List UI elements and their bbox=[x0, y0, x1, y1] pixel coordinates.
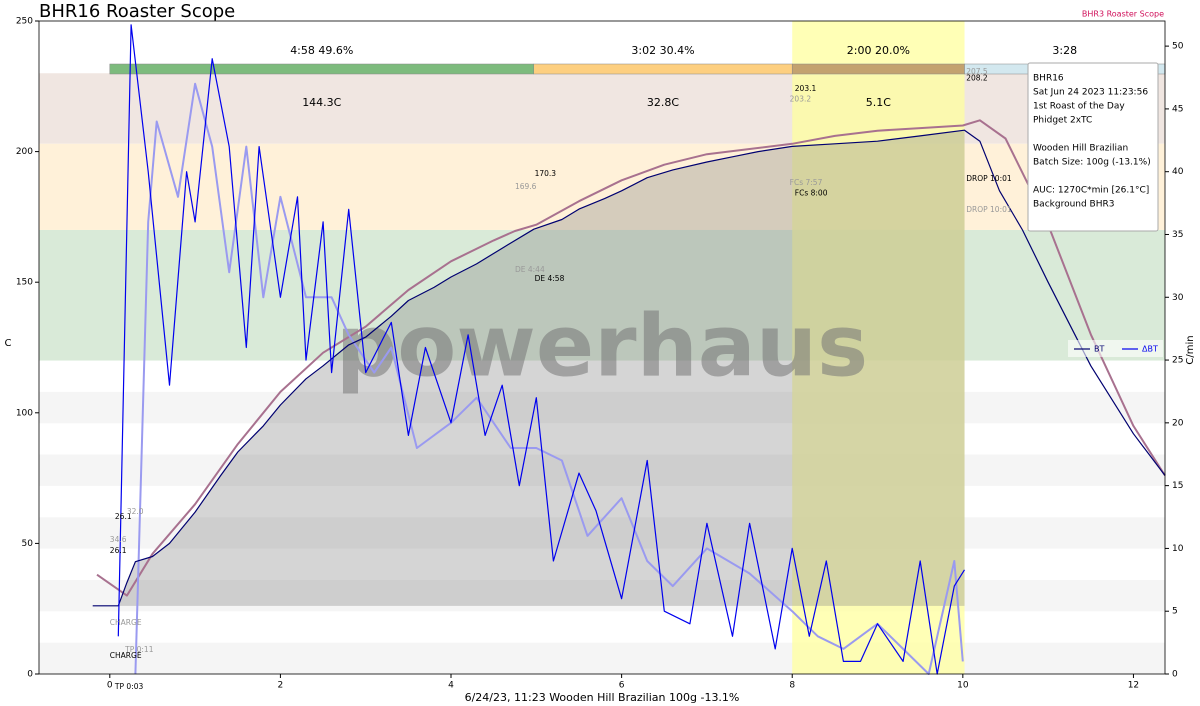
x-tick-label: 8 bbox=[789, 681, 795, 691]
annotation: TP 0:11 bbox=[124, 645, 154, 654]
y2-tick-label: 25 bbox=[1172, 356, 1183, 366]
temperature-zone bbox=[39, 642, 1165, 674]
annotation: 34.6 bbox=[110, 535, 127, 544]
annotation: 26.1 bbox=[115, 512, 132, 521]
phase-delta: 144.3C bbox=[302, 96, 341, 109]
y-tick-label: 200 bbox=[16, 147, 33, 157]
line bbox=[92, 129, 1166, 607]
chart-title: BHR16 Roaster Scope bbox=[39, 1, 235, 22]
annotation: FCs 7:57 bbox=[790, 178, 823, 187]
annotation: DE 4:58 bbox=[535, 274, 565, 283]
temperature-zone bbox=[39, 391, 1165, 424]
legend-label: ΔBT bbox=[1142, 345, 1158, 354]
phase-delta: 32.8C bbox=[647, 96, 679, 109]
phase-delta: 5.1C bbox=[866, 96, 891, 109]
plot-layer: powerhaus 4:58 49.6% 144.3C 3:02 30.4% 32.8C… bbox=[38, 20, 1166, 675]
annotation: CHARGE bbox=[110, 618, 142, 627]
plot-frame bbox=[38, 20, 1166, 675]
phase-label: 2:00 20.0% bbox=[847, 44, 910, 57]
line bbox=[117, 24, 966, 675]
legend: BT ΔBT bbox=[1068, 340, 1163, 357]
phase-bar bbox=[109, 63, 535, 75]
annotation: 208.2 bbox=[966, 73, 988, 82]
annotation: 203.1 bbox=[795, 84, 817, 93]
y2-tick-label: 45 bbox=[1172, 104, 1183, 114]
y2-tick-label: 20 bbox=[1172, 418, 1184, 428]
annotation: DROP 10:01 bbox=[966, 205, 1012, 214]
info-box: BHR16 Sat Jun 24 2023 11:23:56 1st Roast o… bbox=[1027, 62, 1159, 232]
phase-label: 3:28 bbox=[1052, 44, 1077, 57]
y2-tick-label: 40 bbox=[1172, 167, 1184, 177]
info-line: 1st Roast of the Day bbox=[1033, 102, 1125, 112]
phase-label: 4:58 49.6% bbox=[290, 44, 353, 57]
annotation: 32.0 bbox=[127, 507, 144, 516]
annotation: 169.6 bbox=[515, 182, 537, 191]
background-line bbox=[96, 119, 1166, 597]
x-tick-label: 6 bbox=[619, 681, 625, 691]
chart-subtitle: BHR3 Roaster Scope bbox=[1082, 10, 1164, 19]
info-frame bbox=[1027, 62, 1159, 232]
phase-label: 3:02 30.4% bbox=[631, 44, 694, 57]
legend-label: BT bbox=[1094, 345, 1104, 354]
annotation: CHARGE bbox=[110, 651, 142, 660]
annotation: DROP 10:01 bbox=[966, 174, 1012, 183]
info-line: Batch Size: 100g (-13.1%) bbox=[1033, 158, 1151, 168]
annotation: 26.1 bbox=[110, 546, 127, 555]
y2-tick-label: 35 bbox=[1172, 230, 1183, 240]
x-tick-label: 10 bbox=[957, 681, 969, 691]
y-tick-label: 50 bbox=[22, 539, 34, 549]
temperature-zone bbox=[39, 143, 1165, 230]
x-tick-label: 4 bbox=[448, 681, 454, 691]
info-line: BHR16 bbox=[1033, 74, 1064, 84]
auc-area bbox=[118, 130, 965, 606]
y2-tick-label: 30 bbox=[1172, 293, 1184, 303]
y2-tick-label: 50 bbox=[1172, 42, 1184, 52]
x-axis-label: 6/24/23, 11:23 Wooden Hill Brazilian 100… bbox=[465, 691, 740, 704]
x-tick-label: 12 bbox=[1128, 681, 1139, 691]
y2-tick-label: 5 bbox=[1172, 607, 1178, 617]
watermark: powerhaus bbox=[336, 296, 869, 396]
y-tick-label: 150 bbox=[16, 278, 33, 288]
temperature-zone bbox=[39, 579, 1165, 612]
info-line: AUC: 1270C*min [26.1°C] bbox=[1033, 186, 1149, 196]
annotation: TP 0:03 bbox=[114, 682, 144, 691]
annotation: 203.2 bbox=[790, 94, 812, 103]
y2-tick-label: 15 bbox=[1172, 481, 1183, 491]
info-line: Wooden Hill Brazilian bbox=[1033, 144, 1128, 154]
legend-box bbox=[1068, 340, 1163, 357]
x-tick-label: 2 bbox=[278, 681, 284, 691]
y2-tick-label: 0 bbox=[1172, 670, 1178, 680]
annotation: FCs 8:00 bbox=[795, 188, 828, 197]
annotation: DE 4:44 bbox=[515, 265, 545, 274]
y2-axis-label: C/min bbox=[1185, 335, 1196, 364]
info-line: Background BHR3 bbox=[1033, 200, 1114, 210]
y-tick-label: 100 bbox=[16, 408, 33, 418]
phase-bar bbox=[533, 63, 793, 75]
y2-tick-label: 10 bbox=[1172, 544, 1184, 554]
annotation: 170.3 bbox=[535, 169, 557, 178]
y-tick-label: 0 bbox=[27, 670, 33, 680]
annotation: 207.5 bbox=[966, 67, 988, 76]
x-tick-label: 0 bbox=[107, 681, 113, 691]
info-line: Phidget 2xTC bbox=[1033, 116, 1092, 126]
y-tick-label: 250 bbox=[16, 17, 33, 27]
background-line bbox=[134, 82, 964, 675]
info-line: Sat Jun 24 2023 11:23:56 bbox=[1033, 88, 1148, 98]
phase-bar bbox=[791, 63, 965, 75]
y-axis-label: C bbox=[5, 338, 12, 349]
